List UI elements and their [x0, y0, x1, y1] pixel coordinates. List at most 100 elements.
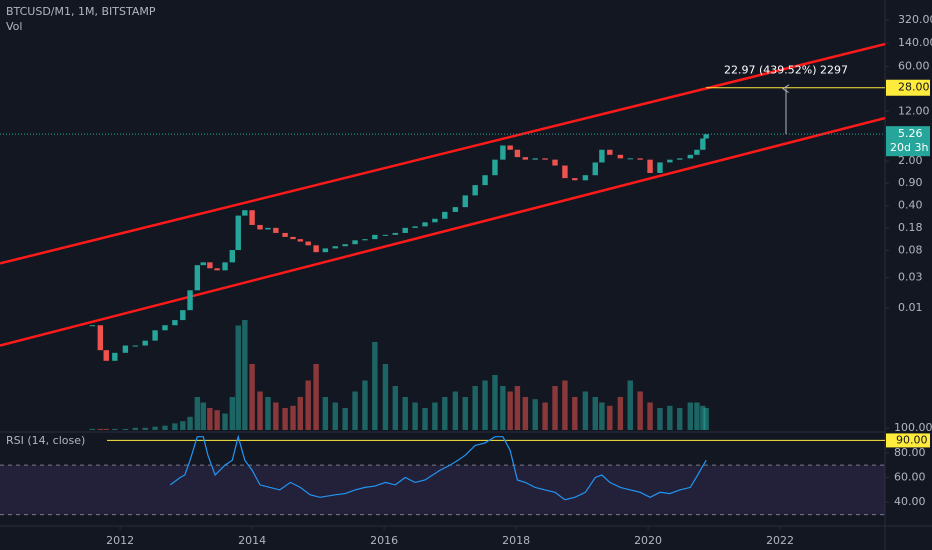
- volume-bar: [362, 380, 368, 430]
- candle: [592, 162, 598, 176]
- volume-bar: [235, 325, 241, 430]
- candle: [180, 310, 186, 321]
- volume-bar: [200, 402, 206, 430]
- x-tick-label: 2020: [634, 534, 662, 547]
- candle: [500, 145, 506, 160]
- volume-bar: [637, 391, 643, 430]
- candle: [402, 227, 408, 233]
- target-label: 28.00: [898, 81, 930, 94]
- volume-bar: [677, 408, 683, 430]
- volume-bar: [207, 408, 213, 430]
- volume-bar: [132, 427, 138, 430]
- rsi-y-tick-label: 100.00: [894, 421, 932, 434]
- volume-bar: [582, 391, 589, 430]
- candle: [290, 236, 296, 240]
- candle: [142, 340, 148, 346]
- candle: [582, 175, 589, 181]
- candle: [187, 290, 193, 311]
- candle: [677, 158, 683, 160]
- volume-bar: [572, 397, 578, 430]
- volume-bar: [542, 402, 548, 430]
- rsi-y-tick-label: 60.00: [894, 470, 926, 483]
- volume-bar: [282, 408, 288, 430]
- x-tick-label: 2022: [766, 534, 794, 547]
- candle: [235, 215, 241, 251]
- candle: [452, 207, 459, 212]
- y-tick-label: 320.00: [898, 13, 932, 26]
- candle: [362, 239, 368, 241]
- y-tick-label: 0.08: [898, 243, 923, 256]
- volume-bar: [229, 397, 236, 430]
- volume-bar: [122, 428, 129, 430]
- candle: [172, 320, 178, 326]
- volume-bar: [462, 397, 468, 430]
- candle: [103, 350, 109, 361]
- candle: [617, 154, 624, 159]
- volume-bar: [667, 405, 673, 430]
- volume-bar: [657, 408, 663, 430]
- volume-bar: [372, 342, 378, 430]
- volume-bar: [273, 402, 279, 430]
- candle: [162, 325, 168, 331]
- volume-bar: [89, 428, 96, 430]
- y-tick-label: 0.01: [898, 301, 923, 314]
- volume-bar: [422, 408, 428, 430]
- volume-bar: [703, 408, 709, 430]
- candle: [542, 158, 548, 160]
- candle: [342, 244, 348, 247]
- candle: [532, 158, 538, 160]
- y-tick-label: 0.90: [898, 176, 923, 189]
- candle: [657, 162, 663, 173]
- x-tick-label: 2014: [238, 534, 266, 547]
- candle: [703, 134, 709, 139]
- candle: [412, 226, 418, 228]
- candle: [322, 248, 329, 253]
- candle: [297, 239, 303, 242]
- candle: [242, 210, 248, 216]
- volume-bar: [142, 427, 148, 430]
- x-tick-label: 2016: [370, 534, 398, 547]
- y-tick-label: 0.03: [898, 271, 923, 284]
- candle: [552, 159, 558, 166]
- candle: [599, 149, 605, 163]
- volume-bar: [249, 364, 255, 430]
- trend-line: [0, 116, 885, 347]
- candle: [265, 227, 271, 230]
- candle: [392, 232, 399, 235]
- volume-bar: [514, 386, 521, 430]
- y-tick-label: 12.00: [898, 104, 930, 117]
- candle: [122, 345, 129, 353]
- volume-bar: [617, 397, 624, 430]
- candle: [372, 234, 378, 240]
- plot-layer: 320.00 140.00 60.00 12.00 2.00 0.90 0.40 0.18 0.…: [0, 13, 932, 547]
- volume-bar: [322, 397, 329, 430]
- volume-bar: [522, 397, 529, 430]
- candle: [422, 222, 428, 227]
- rsi-y-tick-label: 80.00: [894, 446, 926, 459]
- volume-bar: [599, 402, 605, 430]
- target-badge: [886, 79, 930, 96]
- candle: [462, 195, 468, 208]
- price-pane: [0, 42, 885, 430]
- volume-bar: [103, 428, 109, 430]
- trend-line: [0, 42, 885, 265]
- y-tick-label: 140.00: [898, 36, 932, 49]
- volume-bar: [342, 408, 348, 430]
- candle: [207, 262, 213, 269]
- volume-bar: [297, 397, 303, 430]
- candle: [647, 159, 653, 173]
- volume-bar: [290, 405, 296, 430]
- volume-bar: [432, 402, 438, 430]
- candle: [482, 175, 488, 186]
- volume-bar: [187, 416, 193, 430]
- volume-bar: [402, 397, 408, 430]
- candle: [112, 352, 118, 361]
- candle: [214, 268, 220, 271]
- volume-bar: [257, 391, 263, 430]
- volume-bar: [442, 397, 448, 430]
- volume-bar: [214, 410, 220, 430]
- candle: [332, 246, 338, 249]
- candle: [89, 325, 96, 327]
- x-tick-label: 2012: [106, 534, 134, 547]
- rsi-band: [0, 465, 885, 515]
